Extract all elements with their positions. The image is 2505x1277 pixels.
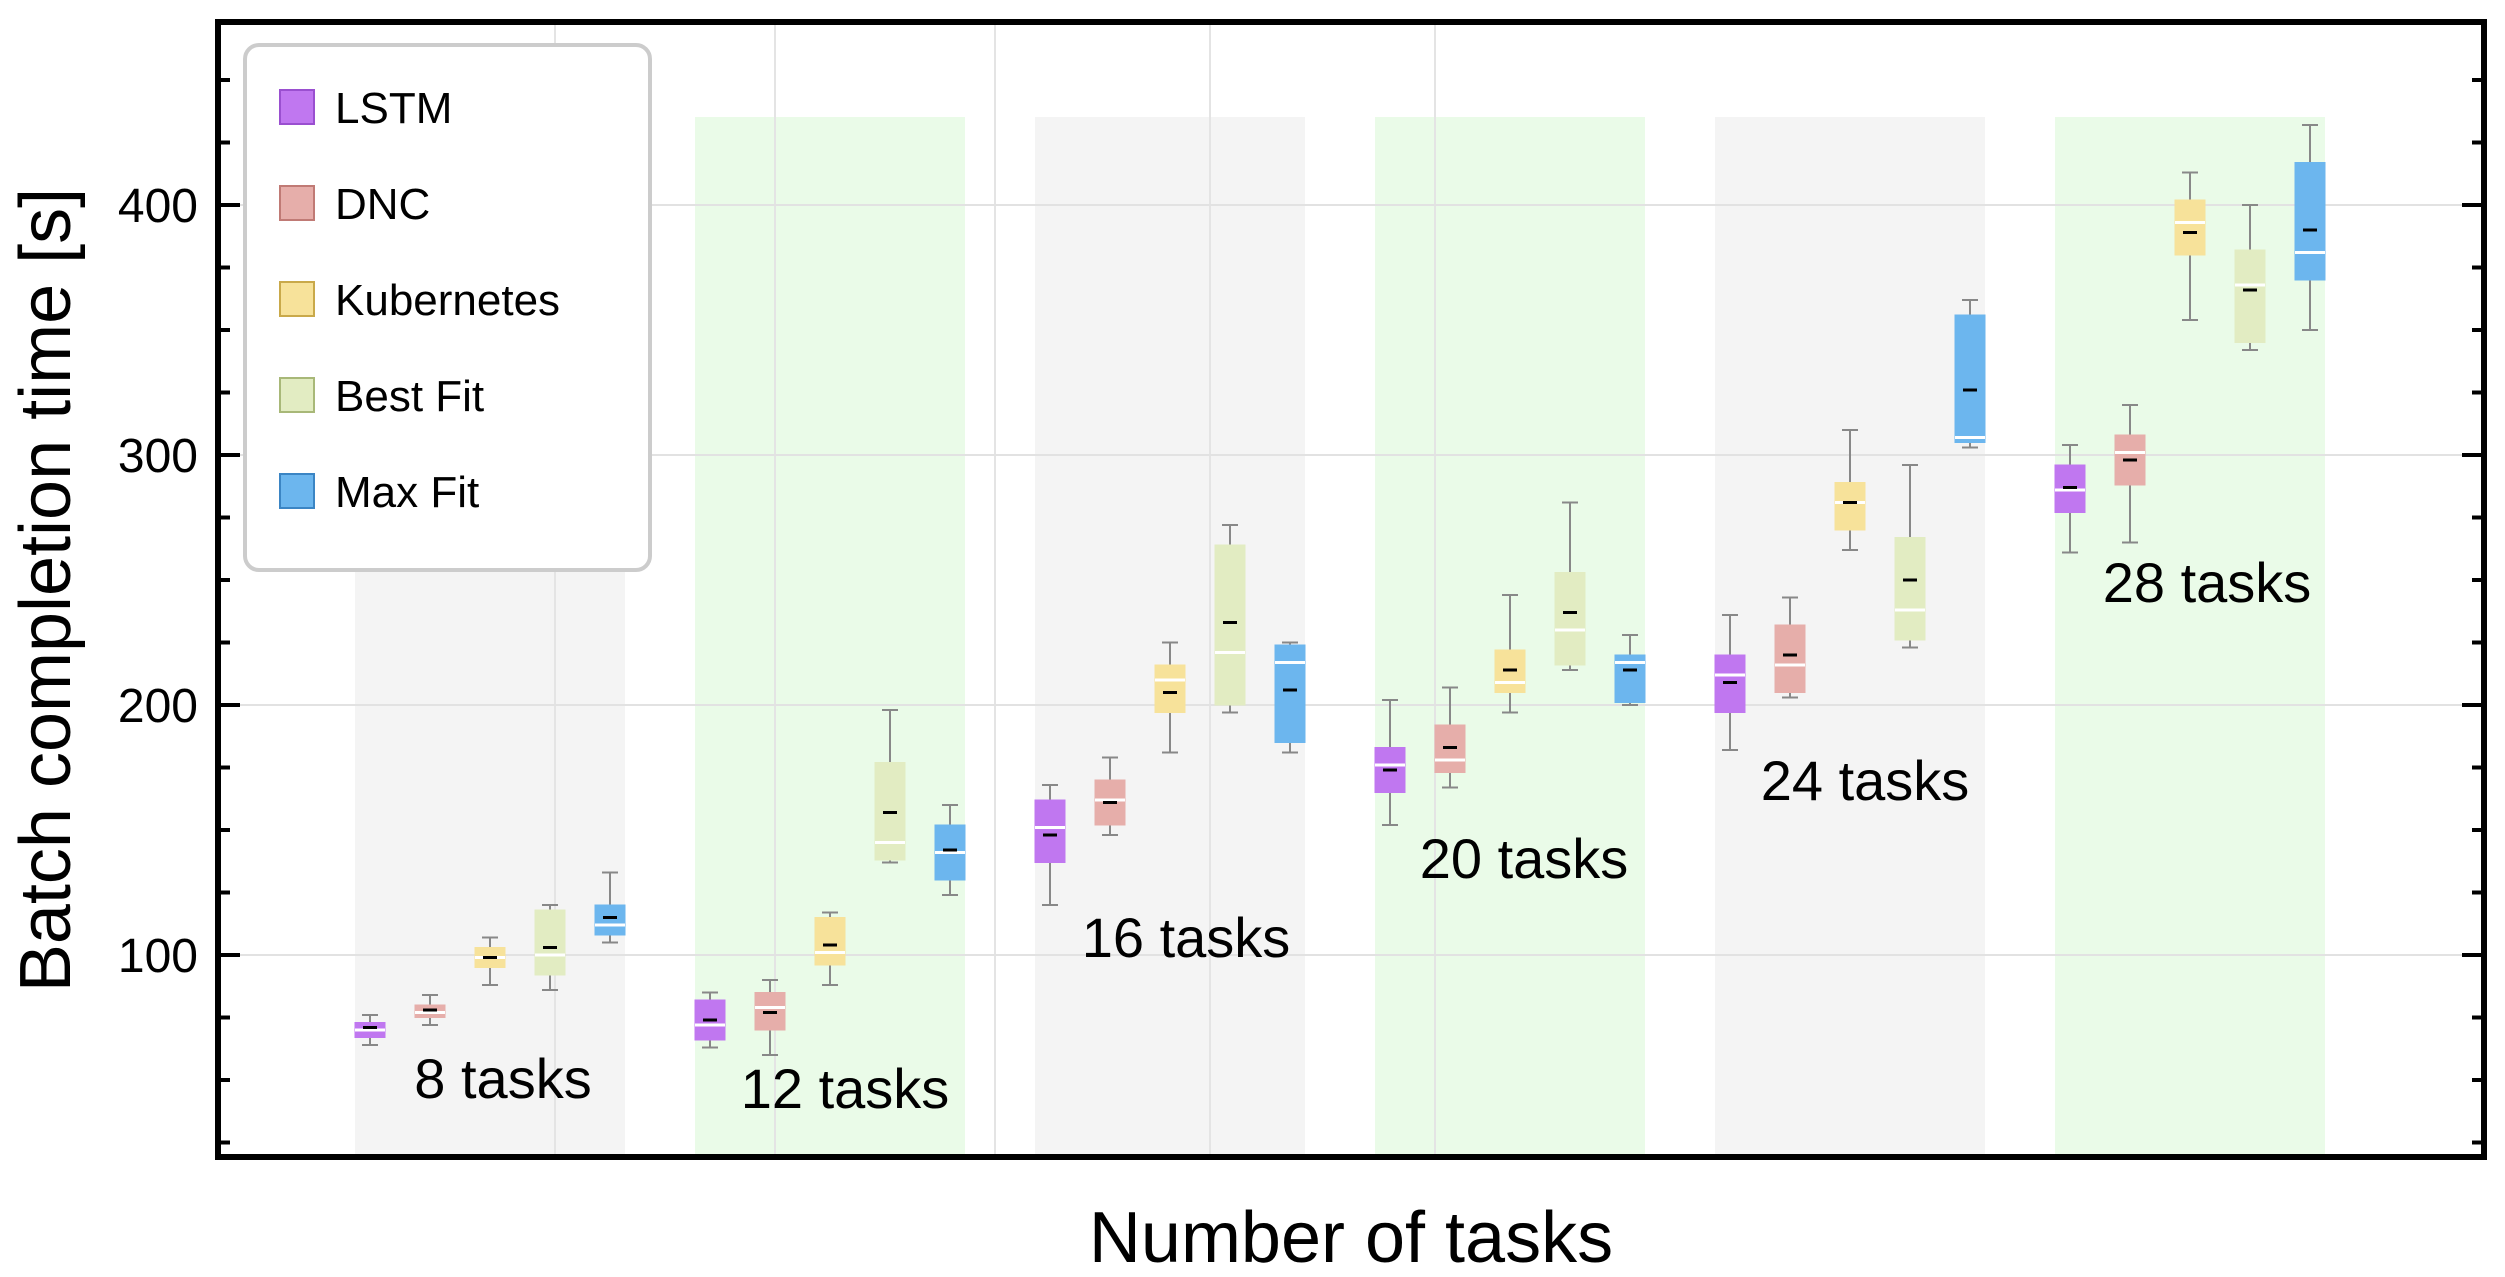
y-axis-title: Batch completion time [s] <box>6 188 86 992</box>
legend-item: Max Fit <box>279 468 479 517</box>
box-body <box>1154 664 1186 713</box>
legend-label: DNC <box>335 180 430 229</box>
box-body <box>1834 482 1866 531</box>
box-best-fit <box>1554 501 1586 671</box>
legend-label: Best Fit <box>335 372 484 421</box>
box-best-fit <box>2234 204 2266 351</box>
legend: LSTM DNC Kubernetes Best Fit Max Fit <box>243 43 652 572</box>
box-body <box>814 917 846 966</box>
group-label: 24 tasks <box>1761 749 1970 812</box>
legend-swatch <box>279 377 315 413</box>
group-label: 20 tasks <box>1420 827 1629 890</box>
legend-swatch <box>279 89 315 125</box>
legend-label: Kubernetes <box>335 276 560 325</box>
y-axis: 100 200 300 400 <box>118 78 2484 1145</box>
y-tick-label: 100 <box>118 930 198 983</box>
box-body <box>1274 644 1306 743</box>
plot-frame <box>215 19 2487 1160</box>
legend-label: Max Fit <box>335 468 479 517</box>
group-bands <box>355 117 2325 1157</box>
box-best-fit <box>874 709 906 864</box>
legend-item: Best Fit <box>279 372 484 421</box>
box-best-fit <box>1894 464 1926 649</box>
y-tick-label: 200 <box>118 680 198 733</box>
box-body <box>1034 799 1066 863</box>
group-label: 16 tasks <box>1082 906 1291 969</box>
box-body <box>1894 537 1926 641</box>
legend-swatch <box>279 281 315 317</box>
legend-item: DNC <box>279 180 430 229</box>
box-body <box>2294 162 2326 281</box>
box-best-fit <box>1214 524 1246 714</box>
group-band <box>1715 117 1985 1157</box>
box-max-fit <box>1274 641 1306 754</box>
box-body <box>1774 624 1806 693</box>
box-lstm <box>694 991 726 1049</box>
x-axis-title: Number of tasks <box>1089 1198 1613 1277</box>
group-label: 28 tasks <box>2103 551 2312 614</box>
box-kubernetes <box>814 911 846 986</box>
box-dnc <box>754 979 786 1056</box>
legend-swatch <box>279 473 315 509</box>
y-tick-label: 300 <box>118 430 198 483</box>
box-body <box>1954 314 1986 443</box>
box-kubernetes <box>474 936 506 986</box>
box-series <box>354 124 2326 1056</box>
box-lstm <box>354 1014 386 1046</box>
box-kubernetes <box>1494 594 1526 714</box>
group-label: 8 tasks <box>414 1047 591 1110</box>
group-label: 12 tasks <box>741 1057 950 1120</box>
box-kubernetes <box>1154 641 1186 754</box>
box-body <box>534 909 566 976</box>
box-lstm <box>1034 784 1066 906</box>
box-max-fit <box>594 871 626 944</box>
box-body <box>2234 249 2266 343</box>
group-labels: 8 tasks 12 tasks 16 tasks 20 tasks 24 tasks 2… <box>414 551 2311 1120</box>
box-body <box>594 904 626 936</box>
legend-swatch <box>279 185 315 221</box>
box-dnc <box>1774 596 1806 699</box>
group-band <box>1035 117 1305 1157</box>
box-dnc <box>414 994 446 1026</box>
box-max-fit <box>934 804 966 896</box>
box-max-fit <box>2294 124 2326 331</box>
box-body <box>1554 572 1586 666</box>
legend-box <box>243 43 652 572</box>
box-max-fit <box>1614 634 1646 706</box>
box-lstm <box>2054 444 2086 554</box>
group-band <box>695 117 965 1157</box>
box-best-fit <box>534 904 566 991</box>
box-kubernetes <box>2174 171 2206 321</box>
legend-label: LSTM <box>335 84 452 133</box>
box-body <box>2174 199 2206 256</box>
box-dnc <box>2114 404 2146 544</box>
legend-item: Kubernetes <box>279 276 560 325</box>
box-max-fit <box>1954 299 1986 449</box>
y-tick-label: 400 <box>118 180 198 233</box>
legend-item: LSTM <box>279 84 452 133</box>
box-lstm <box>1374 699 1406 826</box>
box-lstm <box>1714 614 1746 751</box>
box-dnc <box>1094 756 1126 836</box>
box-body <box>1214 544 1246 706</box>
box-dnc <box>1434 686 1466 789</box>
box-kubernetes <box>1834 429 1866 551</box>
